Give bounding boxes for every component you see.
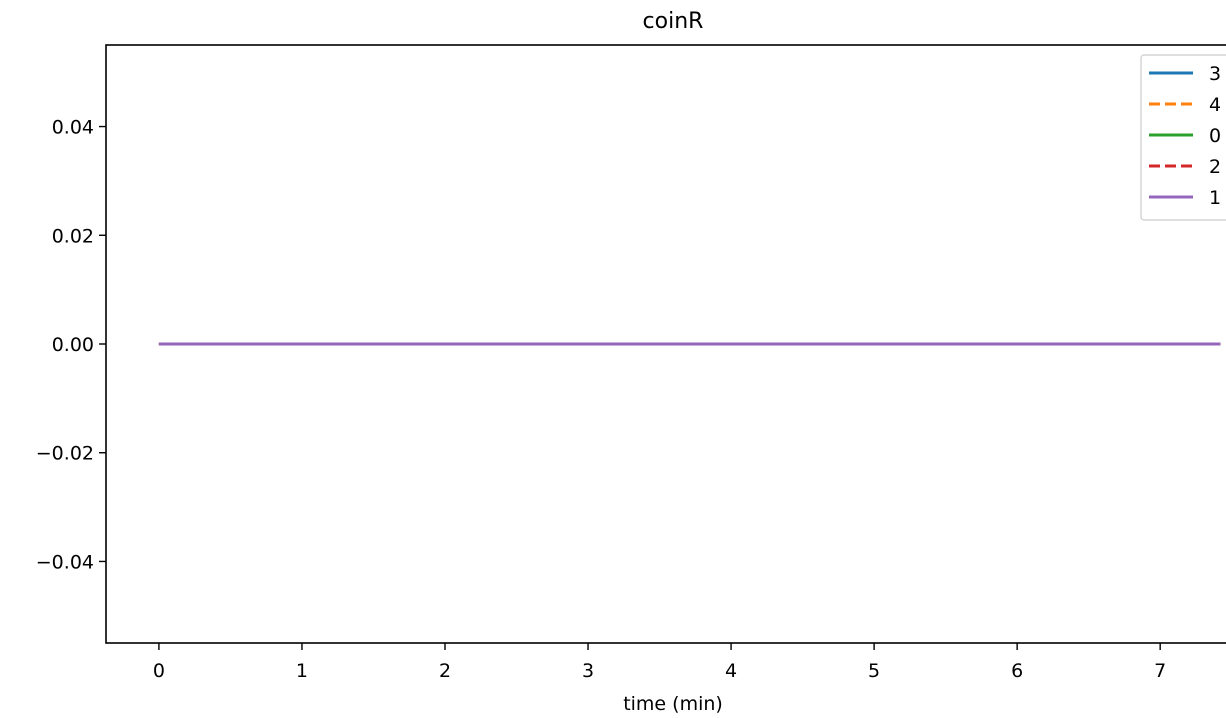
x-tick-label: 4 [725, 660, 737, 682]
y-tick-label: −0.04 [36, 551, 94, 573]
x-tick-label: 7 [1154, 660, 1166, 682]
legend-label-4: 4 [1209, 94, 1221, 116]
x-axis: 0 1 2 3 4 5 6 7 [153, 643, 1166, 682]
legend-label-0: 0 [1209, 125, 1221, 147]
x-axis-label: time (min) [623, 693, 723, 715]
x-tick-label: 1 [296, 660, 308, 682]
x-tick-label: 5 [868, 660, 880, 682]
y-tick-label: 0.02 [52, 225, 94, 247]
x-tick-label: 0 [153, 660, 165, 682]
y-axis: −0.04 −0.02 0.00 0.02 0.04 [36, 117, 106, 573]
x-tick-label: 2 [439, 660, 451, 682]
legend-label-3: 3 [1209, 63, 1221, 85]
y-tick-label: −0.02 [36, 443, 94, 465]
x-tick-label: 3 [582, 660, 594, 682]
legend-box [1140, 54, 1226, 221]
x-tick-label: 6 [1011, 660, 1023, 682]
y-tick-label: 0.04 [52, 117, 94, 139]
legend-label-1: 1 [1209, 187, 1221, 209]
y-tick-label: 0.00 [52, 334, 94, 356]
legend: 3 4 0 2 1 [1140, 54, 1226, 221]
chart-title: coinR [643, 9, 704, 34]
legend-label-2: 2 [1209, 156, 1221, 178]
